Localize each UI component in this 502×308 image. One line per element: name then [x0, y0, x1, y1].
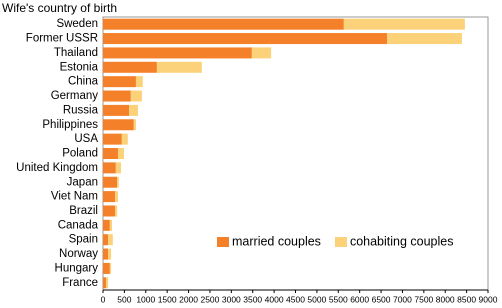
- bar-segment: [251, 47, 272, 59]
- x-tick-label: 5000: [307, 294, 326, 304]
- bar-segment: [108, 234, 113, 246]
- bar-segment: [135, 76, 143, 88]
- x-tick-label: 9000: [479, 294, 498, 304]
- bar-segment: [103, 205, 115, 217]
- y-tick-label: Norway: [59, 248, 98, 260]
- bar-segment: [133, 119, 136, 131]
- bar-segment: [105, 277, 109, 289]
- x-tick-label: 4500: [286, 294, 305, 304]
- x-tick-label: 1500: [158, 294, 177, 304]
- y-tick-label: Estonia: [60, 61, 99, 73]
- bar-segment: [108, 248, 112, 260]
- y-tick-label: Brazil: [69, 205, 98, 217]
- bar-segment: [156, 61, 202, 73]
- bar-segment: [387, 33, 462, 45]
- bar-segment: [103, 133, 122, 145]
- x-tick-label: 0: [101, 294, 106, 304]
- bar-segment: [103, 219, 110, 231]
- bar-segment: [129, 104, 139, 116]
- chart-title: Wife's country of birth: [2, 1, 117, 15]
- y-tick-label: United Kingdom: [16, 162, 98, 174]
- y-tick-label: France: [62, 277, 98, 289]
- bar-segment: [103, 47, 252, 59]
- x-tick-label: 2000: [179, 294, 198, 304]
- x-tick-label: 7500: [414, 294, 433, 304]
- bar-segment: [343, 18, 465, 30]
- y-tick-label: Spain: [69, 234, 98, 246]
- bar-segment: [103, 104, 130, 116]
- bar-segment: [103, 61, 157, 73]
- y-tick-label: Philippines: [42, 119, 98, 131]
- y-tick-label: Thailand: [54, 47, 98, 59]
- y-tick-label: China: [68, 76, 99, 88]
- bar-segment: [103, 176, 118, 188]
- y-tick-label: Germany: [51, 90, 99, 102]
- x-tick-label: 7000: [393, 294, 412, 304]
- y-tick-label: Japan: [67, 176, 98, 188]
- bar-segment: [109, 219, 112, 231]
- bar-segment: [103, 119, 134, 131]
- bar-segment: [117, 176, 119, 188]
- y-tick-label: USA: [74, 133, 98, 145]
- x-tick-label: 6000: [350, 294, 369, 304]
- bar-segment: [103, 90, 131, 102]
- bar-segment: [117, 148, 124, 159]
- legend-swatch: [217, 237, 229, 247]
- y-tick-label: Former USSR: [26, 33, 98, 45]
- y-tick-label: Hungary: [55, 262, 99, 274]
- bar-segment: [103, 262, 110, 274]
- bar-segment: [121, 133, 128, 145]
- x-tick-label: 8500: [457, 294, 476, 304]
- x-tick-label: 8000: [436, 294, 455, 304]
- bar-segment: [103, 148, 118, 159]
- x-tick-label: 3000: [222, 294, 241, 304]
- bar-segment: [103, 248, 109, 260]
- bar-segment: [103, 76, 136, 88]
- bar-segment: [103, 191, 115, 203]
- x-tick-label: 3500: [243, 294, 262, 304]
- x-tick-label: 1000: [136, 294, 155, 304]
- x-tick-label: 5500: [329, 294, 348, 304]
- y-tick-label: Viet Nam: [51, 191, 98, 203]
- bar-segment: [103, 33, 388, 45]
- x-tick-label: 4000: [265, 294, 284, 304]
- y-tick-label: Poland: [62, 148, 98, 160]
- legend-label: married couples: [232, 234, 321, 248]
- x-tick-label: 2500: [200, 294, 219, 304]
- bar-segment: [115, 162, 121, 174]
- x-tick-label: 500: [117, 294, 131, 304]
- bar-segment: [130, 90, 142, 102]
- bar-segment: [103, 162, 116, 174]
- bar-segment: [103, 234, 109, 246]
- y-tick-label: Russia: [63, 104, 99, 116]
- legend-swatch: [334, 237, 347, 247]
- bar-segment: [114, 191, 118, 203]
- legend-label: cohabiting couples: [350, 234, 454, 248]
- bar-segment: [103, 277, 106, 289]
- x-tick-label: 6500: [372, 294, 391, 304]
- bar-segment: [103, 18, 344, 30]
- y-tick-label: Canada: [58, 219, 99, 231]
- bar-segment: [114, 205, 118, 217]
- bar-segment: [109, 262, 112, 274]
- y-tick-label: Sweden: [56, 18, 98, 30]
